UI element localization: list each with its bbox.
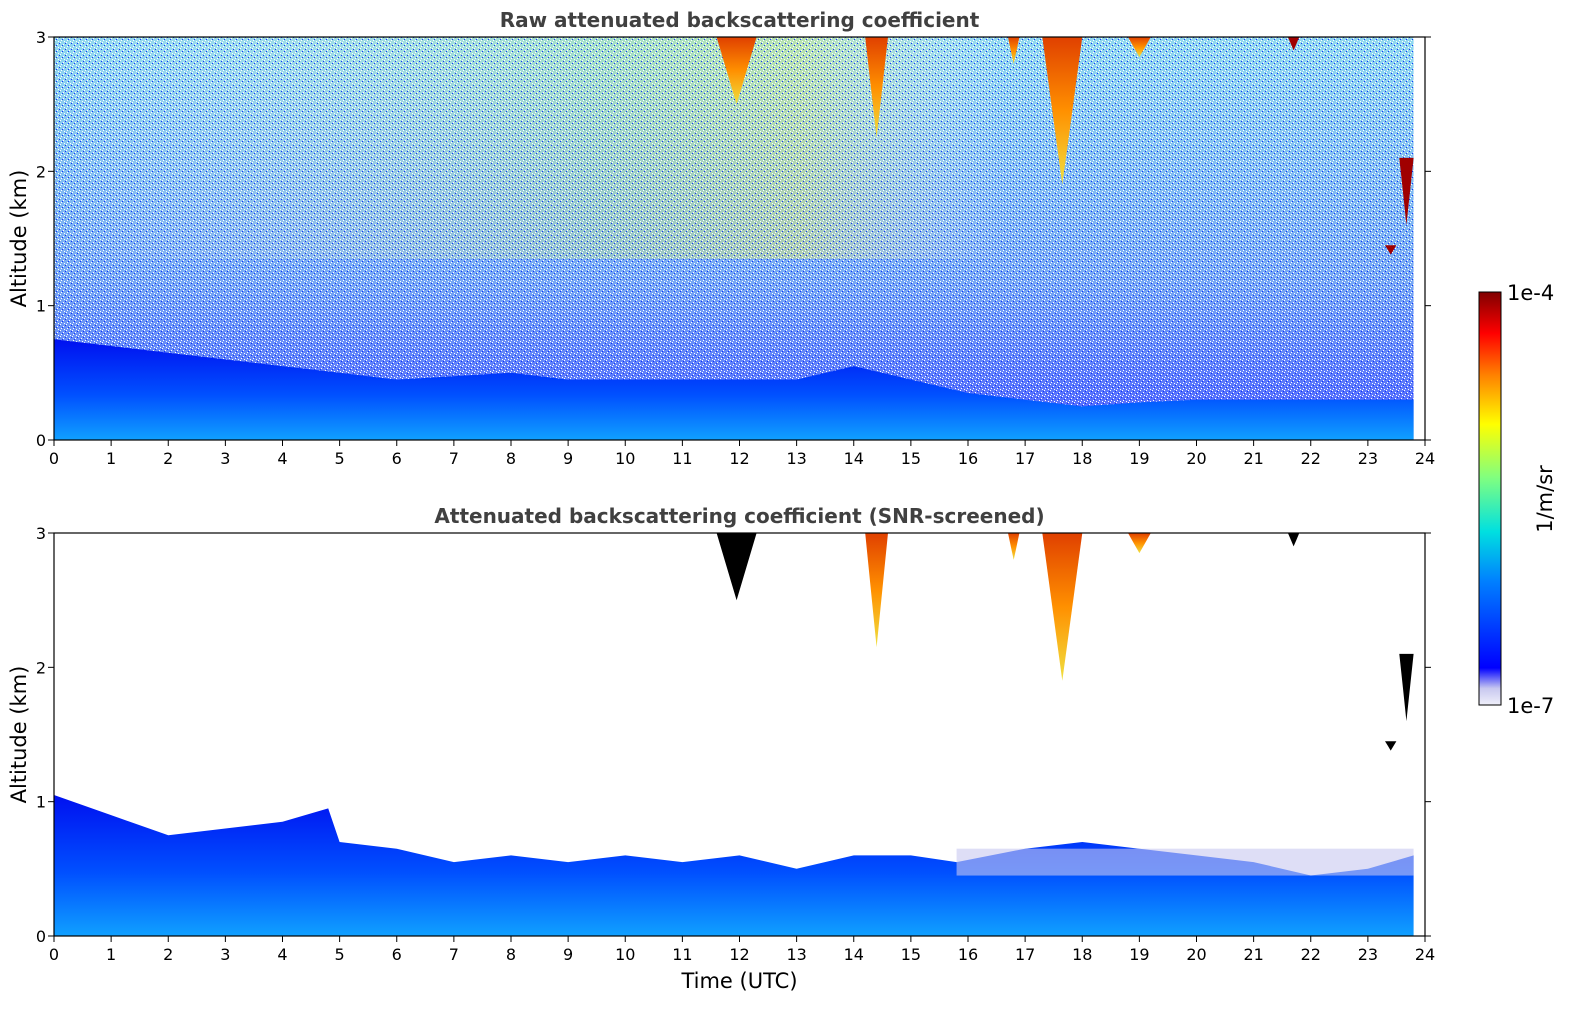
x-tick-label: 20 bbox=[1186, 449, 1206, 468]
x-tick-label: 19 bbox=[1129, 945, 1149, 964]
x-tick-label: 19 bbox=[1129, 449, 1149, 468]
x-tick-label: 24 bbox=[1415, 449, 1435, 468]
x-tick-label: 6 bbox=[392, 945, 402, 964]
x-tick-label: 24 bbox=[1415, 945, 1435, 964]
y-axis-label: Altitude (km) bbox=[7, 170, 31, 308]
y-axis-label: Altitude (km) bbox=[7, 666, 31, 804]
x-tick-label: 14 bbox=[844, 945, 864, 964]
x-tick-label: 11 bbox=[672, 945, 692, 964]
x-tick-label: 3 bbox=[220, 449, 230, 468]
x-tick-label: 21 bbox=[1243, 945, 1263, 964]
boundary-layer bbox=[54, 339, 1414, 440]
x-tick-label: 18 bbox=[1072, 945, 1092, 964]
x-tick-label: 12 bbox=[729, 945, 749, 964]
boundary-layer bbox=[54, 795, 1414, 936]
cloud-6 bbox=[1399, 157, 1414, 226]
x-tick-label: 17 bbox=[1015, 945, 1035, 964]
cloud-4 bbox=[1128, 37, 1151, 58]
cloud-2 bbox=[1008, 533, 1020, 560]
snr-screened-backscatter-panel: 0 1 2 3 4 5 6 7 8 9 10 11 12 13 14 15 16 17 18 19 20 21 22 23 24… bbox=[7, 504, 1435, 993]
colorbar-unit-label: 1/m/sr bbox=[1533, 465, 1557, 533]
cloud-5 bbox=[1287, 37, 1300, 51]
x-tick-label: 21 bbox=[1243, 449, 1263, 468]
x-tick-label: 2 bbox=[163, 449, 173, 468]
colorbar: 1e-4 1e-7 1/m/sr bbox=[1478, 281, 1557, 718]
x-tick-label: 1 bbox=[106, 945, 116, 964]
cloud-1 bbox=[865, 37, 888, 138]
x-tick-label: 22 bbox=[1301, 945, 1321, 964]
cloud-7 bbox=[1385, 741, 1397, 751]
x-tick-label: 8 bbox=[506, 945, 516, 964]
cloud-4 bbox=[1128, 533, 1151, 554]
x-tick-label: 3 bbox=[220, 945, 230, 964]
cloud-3 bbox=[1042, 37, 1083, 185]
panel-title: Raw attenuated backscattering coefficien… bbox=[500, 8, 980, 32]
x-tick-label: 11 bbox=[672, 449, 692, 468]
x-tick-label: 6 bbox=[392, 449, 402, 468]
x-tick-label: 16 bbox=[958, 449, 978, 468]
cloud-0 bbox=[716, 37, 757, 105]
x-tick-label: 8 bbox=[506, 449, 516, 468]
x-tick-label: 4 bbox=[277, 945, 287, 964]
x-tick-label: 13 bbox=[786, 945, 806, 964]
x-tick-label: 0 bbox=[49, 449, 59, 468]
x-tick-label: 22 bbox=[1301, 449, 1321, 468]
x-tick-label: 0 bbox=[49, 945, 59, 964]
residual-layer bbox=[956, 848, 1414, 876]
x-tick-label: 9 bbox=[563, 945, 573, 964]
x-tick-label: 10 bbox=[615, 449, 635, 468]
x-tick-label: 10 bbox=[615, 945, 635, 964]
x-tick-label: 23 bbox=[1358, 945, 1378, 964]
x-tick-label: 9 bbox=[563, 449, 573, 468]
x-tick-label: 12 bbox=[729, 449, 749, 468]
y-tick-label: 0 bbox=[36, 431, 46, 450]
x-tick-label: 5 bbox=[335, 449, 345, 468]
x-tick-label: 5 bbox=[335, 945, 345, 964]
y-tick-label: 3 bbox=[36, 524, 46, 543]
x-tick-label: 18 bbox=[1072, 449, 1092, 468]
heatmap-area bbox=[54, 533, 1414, 936]
raw-backscatter-panel: 0 1 2 3 4 5 6 7 8 9 10 11 12 13 14 15 16 17 18 19 20 21 22 23 24… bbox=[7, 8, 1435, 468]
cloud-1 bbox=[865, 533, 888, 648]
x-tick-label: 20 bbox=[1186, 945, 1206, 964]
cloud-2 bbox=[1008, 37, 1020, 64]
colorbar-gradient bbox=[1478, 291, 1502, 706]
colorbar-max-label: 1e-4 bbox=[1507, 281, 1554, 305]
x-tick-label: 14 bbox=[844, 449, 864, 468]
y-tick-label: 1 bbox=[36, 793, 46, 812]
cloud-5 bbox=[1287, 533, 1300, 547]
heatmap-area bbox=[54, 37, 1414, 440]
y-tick-label: 3 bbox=[36, 28, 46, 47]
cloud-3 bbox=[1042, 533, 1083, 681]
x-tick-label: 23 bbox=[1358, 449, 1378, 468]
cloud-6 bbox=[1399, 653, 1414, 722]
x-tick-label: 16 bbox=[958, 945, 978, 964]
y-tick-label: 1 bbox=[36, 297, 46, 316]
x-tick-label: 15 bbox=[901, 945, 921, 964]
x-tick-label: 7 bbox=[449, 945, 459, 964]
x-tick-label: 1 bbox=[106, 449, 116, 468]
x-tick-label: 15 bbox=[901, 449, 921, 468]
panel-title: Attenuated backscattering coefficient (S… bbox=[434, 504, 1044, 528]
y-tick-label: 2 bbox=[36, 162, 46, 181]
cloud-0 bbox=[716, 533, 757, 601]
x-tick-label: 2 bbox=[163, 945, 173, 964]
y-tick-label: 0 bbox=[36, 927, 46, 946]
colorbar-min-label: 1e-7 bbox=[1507, 694, 1554, 718]
y-tick-label: 2 bbox=[36, 658, 46, 677]
x-tick-label: 17 bbox=[1015, 449, 1035, 468]
cloud-7 bbox=[1385, 245, 1397, 255]
x-tick-label: 13 bbox=[786, 449, 806, 468]
x-tick-label: 4 bbox=[277, 449, 287, 468]
x-axis-label: Time (UTC) bbox=[680, 969, 797, 993]
x-tick-label: 7 bbox=[449, 449, 459, 468]
